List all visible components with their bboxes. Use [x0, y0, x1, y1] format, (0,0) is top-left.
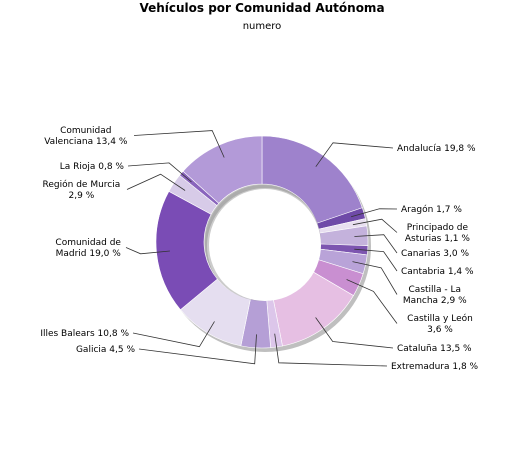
- leader-line: [354, 248, 398, 272]
- slice-label: Cantabria 1,4 %: [401, 267, 474, 277]
- slice-label: Cataluña 13,5 %: [397, 344, 472, 354]
- leader-line: [274, 333, 388, 367]
- leader-line: [126, 173, 186, 191]
- leader-line: [346, 279, 398, 324]
- slice-label: Comunidad Valenciana 13,4 %: [44, 126, 128, 147]
- slice-label: Castilla - La Mancha 2,9 %: [403, 285, 467, 306]
- leader-line: [315, 317, 394, 349]
- leader-line: [133, 130, 225, 158]
- leader-line: [315, 142, 394, 167]
- leader-line: [138, 334, 257, 365]
- donut-hole-fill: [209, 189, 321, 301]
- slice-label: Andalucía 19,8 %: [397, 144, 476, 154]
- slice-label: Región de Murcia 2,9 %: [43, 179, 121, 201]
- leader-line: [352, 218, 398, 233]
- chart-subtitle: numero: [243, 21, 282, 32]
- slice-labels: Andalucía 19,8 % Aragón 1,7 % Principado d…: [40, 126, 478, 372]
- slice-label: Principado de Asturias 1,1 %: [405, 223, 471, 244]
- slice-label: Galicia 4,5 %: [76, 345, 135, 355]
- leader-line: [354, 234, 398, 254]
- chart-title: Vehículos por Comunidad Autónoma: [139, 1, 384, 15]
- slice-label: Canarias 3,0 %: [401, 249, 469, 259]
- leader-line: [125, 247, 170, 255]
- leader-line: [350, 208, 398, 218]
- slice-label: Illes Balears 10,8 %: [40, 329, 129, 339]
- donut-hole: [205, 185, 321, 301]
- slice-label: Comunidad de Madrid 19,0 %: [55, 238, 121, 259]
- leader-line: [352, 261, 398, 295]
- slice-label: Extremadura 1,8 %: [391, 362, 479, 372]
- donut-slice: [182, 135, 263, 204]
- slice-label: Aragón 1,7 %: [401, 204, 462, 215]
- slice-label: La Rioja 0,8 %: [60, 162, 125, 172]
- slice-label: Castilla y León 3,6 %: [407, 313, 473, 335]
- leader-line: [127, 162, 192, 183]
- leader-line: [132, 321, 215, 348]
